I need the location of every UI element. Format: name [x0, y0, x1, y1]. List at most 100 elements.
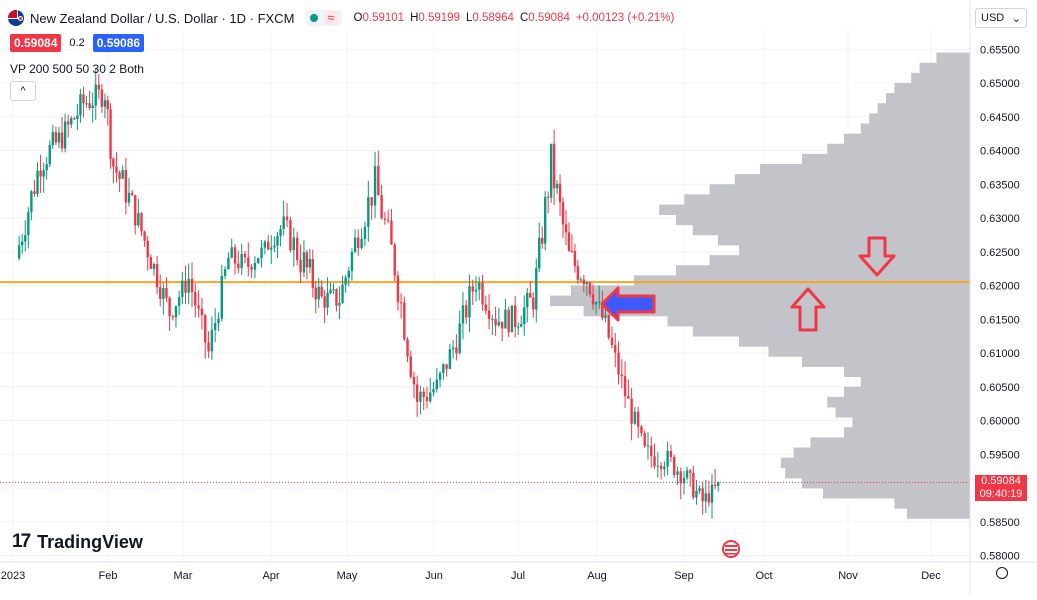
candle — [643, 430, 646, 449]
sell-button[interactable]: 0.59084 — [10, 34, 62, 52]
candle — [679, 467, 682, 500]
candle-body — [487, 310, 491, 320]
candle-body — [710, 484, 714, 503]
candle — [118, 170, 121, 193]
market-status[interactable]: ≈ — [306, 10, 342, 26]
candle-body — [507, 309, 510, 333]
time-axis: 2023 Feb Mar Apr May Jun Jul Aug Sep Oct Nov Dec — [0, 561, 1037, 582]
candle — [282, 200, 285, 236]
candle-body — [614, 345, 617, 353]
candle — [461, 291, 465, 340]
candle-body — [177, 297, 181, 307]
down-arrow-annotation — [858, 236, 896, 277]
candle-body — [184, 280, 187, 293]
candle-body — [399, 302, 403, 304]
settings-icon[interactable] — [996, 567, 1008, 579]
candle — [425, 386, 429, 409]
candle — [79, 88, 82, 123]
candle — [451, 339, 455, 359]
candle — [623, 361, 627, 409]
price-axis: 0.65500 0.65000 0.64500 0.64000 0.63500 0.630… — [969, 0, 1020, 595]
candle-body — [685, 470, 689, 478]
ohlc-value: +0.00123 (+0.21%) — [575, 12, 675, 24]
candle — [630, 387, 633, 441]
candle — [514, 295, 517, 338]
candle-body — [451, 347, 455, 350]
candle-body — [377, 166, 380, 196]
candle — [350, 248, 354, 281]
candle — [576, 260, 580, 285]
time-tick-label: 2023 — [1, 570, 25, 582]
volume-profile-bar — [739, 336, 970, 347]
candle — [94, 69, 97, 120]
volume-profile-bar — [810, 437, 970, 448]
candle — [419, 385, 422, 415]
buy-button[interactable]: 0.59086 — [92, 34, 145, 52]
candle-body — [415, 384, 419, 402]
candle-body — [217, 318, 220, 324]
candle-body — [338, 302, 341, 306]
time-tick-label: Jul — [511, 570, 525, 582]
annotations — [600, 236, 896, 332]
tradingview-logo[interactable]: 17 TradingView — [12, 531, 143, 553]
ohlc-value: 0.58964 — [472, 12, 514, 24]
volume-profile-bar — [835, 407, 970, 418]
volume-profile-bar — [919, 62, 970, 74]
volume-profile-bar — [734, 174, 970, 185]
candle — [695, 479, 698, 505]
candle — [491, 314, 494, 336]
candle — [197, 290, 200, 318]
candle-body — [162, 288, 165, 299]
candle-body — [240, 254, 243, 269]
symbol-title[interactable]: New Zealand Dollar / U.S. Dollar · 1D · … — [30, 10, 295, 26]
candle-body — [558, 183, 562, 203]
candle-body — [335, 289, 338, 306]
time-tick-label: May — [337, 570, 358, 582]
candle-body — [127, 192, 131, 203]
candle — [30, 190, 33, 221]
collapse-button[interactable]: ^ — [10, 81, 36, 101]
candle-body — [529, 293, 532, 298]
candle — [704, 479, 707, 513]
candle — [357, 229, 360, 256]
candle-body — [504, 309, 507, 329]
candle — [233, 244, 237, 275]
candle-body — [63, 121, 67, 149]
candle-body — [713, 484, 717, 487]
candle-body — [260, 247, 263, 259]
candle — [543, 191, 547, 251]
volume-profile-bar — [852, 417, 970, 428]
candle — [579, 276, 583, 283]
candle — [204, 313, 207, 359]
indicator-label[interactable]: VP 200 500 50 30 2 Both — [10, 62, 144, 76]
candle — [124, 158, 128, 215]
candle-body — [332, 289, 335, 291]
volume-profile-bar — [550, 295, 970, 307]
candle — [314, 281, 317, 314]
candle-body — [549, 143, 553, 198]
candle-body — [435, 379, 438, 390]
candle-body — [270, 247, 273, 250]
candle — [305, 249, 309, 280]
candle-body — [403, 302, 406, 340]
candle — [162, 282, 165, 315]
candle — [465, 300, 468, 324]
candle — [558, 174, 562, 217]
ohlc-value: 0.59101 — [362, 12, 405, 24]
candle — [598, 285, 601, 309]
candle — [523, 295, 526, 336]
candle — [409, 350, 412, 379]
candle — [171, 314, 174, 321]
candle-body — [630, 398, 633, 424]
candle-body — [532, 297, 535, 310]
candle-body — [526, 293, 529, 308]
candle — [672, 455, 676, 478]
candle — [529, 281, 532, 298]
volume-profile-bar — [894, 498, 970, 509]
candle-body — [353, 237, 357, 252]
currency-select[interactable]: USD ⌄ — [975, 8, 1027, 28]
candle — [448, 343, 452, 370]
time-tick-label: Feb — [99, 570, 118, 582]
